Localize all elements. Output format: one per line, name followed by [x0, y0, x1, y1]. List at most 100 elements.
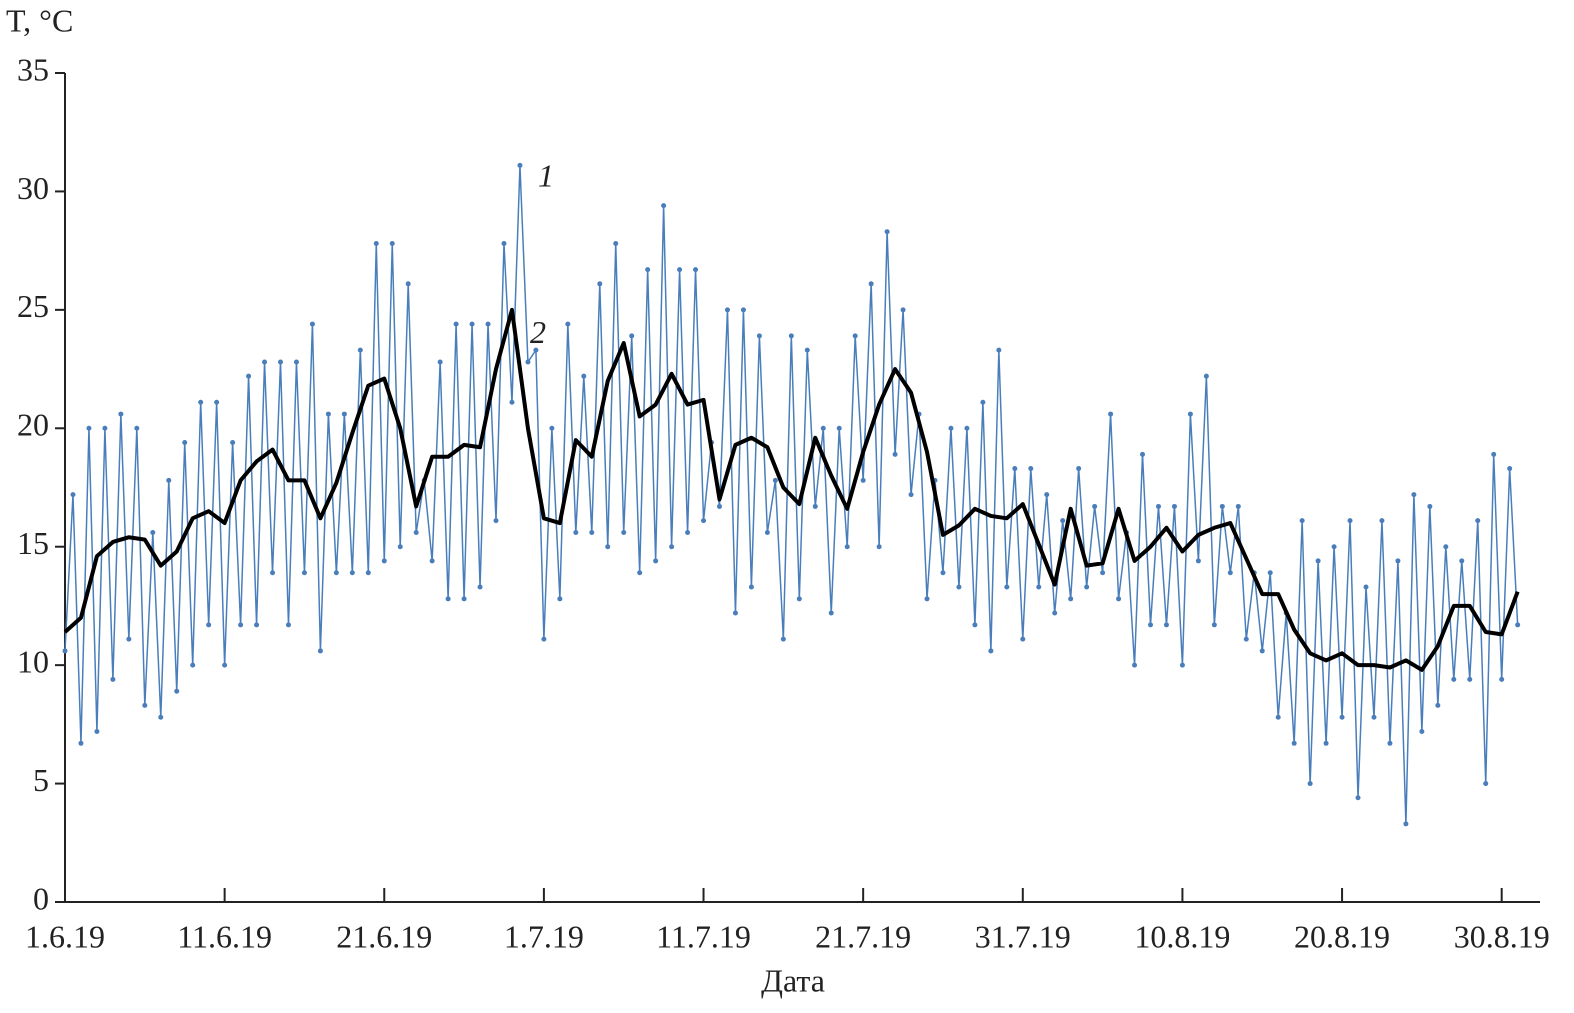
data-point	[1515, 622, 1521, 628]
data-point	[1347, 518, 1353, 524]
x-axis-label: Дата	[761, 962, 825, 998]
data-point	[1108, 411, 1114, 417]
data-point	[365, 570, 371, 576]
data-point	[166, 477, 172, 483]
data-point	[549, 425, 555, 431]
data-point	[724, 307, 730, 313]
data-point	[397, 544, 403, 550]
data-point	[1363, 584, 1369, 590]
data-point	[1483, 781, 1489, 787]
data-point	[661, 203, 667, 209]
data-point	[669, 544, 675, 550]
data-point	[102, 425, 108, 431]
data-point	[900, 307, 906, 313]
data-point	[525, 359, 531, 365]
data-point	[1459, 558, 1465, 564]
data-point	[1339, 714, 1345, 720]
data-point	[238, 622, 244, 628]
data-point	[1315, 558, 1321, 564]
data-point	[254, 622, 260, 628]
y-tick-label: 0	[33, 880, 49, 916]
data-point	[70, 492, 76, 498]
data-point	[1235, 503, 1241, 509]
data-point	[389, 241, 395, 247]
data-point	[150, 530, 156, 536]
data-point	[1219, 503, 1225, 509]
data-point	[285, 622, 291, 628]
data-point	[1323, 740, 1329, 746]
data-point	[613, 241, 619, 247]
data-point	[118, 411, 124, 417]
data-point	[573, 530, 579, 536]
data-point	[1187, 411, 1193, 417]
data-point	[884, 229, 890, 235]
data-point	[1275, 714, 1281, 720]
data-point	[325, 411, 331, 417]
y-tick-label: 25	[17, 288, 49, 324]
x-tick-label: 10.8.19	[1134, 918, 1230, 954]
data-point	[1155, 503, 1161, 509]
data-point	[988, 648, 994, 654]
data-point	[980, 399, 986, 405]
data-point	[1116, 596, 1122, 602]
data-point	[996, 347, 1002, 353]
data-point	[812, 503, 818, 509]
data-point	[1491, 451, 1497, 457]
data-point	[1267, 570, 1273, 576]
data-point	[317, 648, 323, 654]
data-point	[597, 281, 603, 287]
data-point	[1243, 636, 1249, 642]
data-point	[1331, 544, 1337, 550]
y-tick-label: 15	[17, 525, 49, 561]
data-point	[1052, 610, 1058, 616]
data-point	[134, 425, 140, 431]
data-point	[1387, 740, 1393, 746]
data-point	[844, 544, 850, 550]
data-point	[509, 399, 515, 405]
data-point	[1475, 518, 1481, 524]
data-point	[517, 162, 523, 168]
data-point	[309, 321, 315, 327]
data-point	[964, 425, 970, 431]
data-point	[828, 610, 834, 616]
data-point	[206, 622, 212, 628]
data-point	[222, 662, 228, 668]
data-point	[852, 333, 858, 339]
data-point	[868, 281, 874, 287]
data-point	[653, 558, 659, 564]
data-point	[748, 584, 754, 590]
data-point	[230, 439, 236, 445]
data-point	[756, 333, 762, 339]
y-axis-label: T, °C	[6, 2, 73, 38]
data-point	[605, 544, 611, 550]
data-point	[732, 610, 738, 616]
data-point	[820, 425, 826, 431]
data-point	[1012, 466, 1018, 472]
data-point	[533, 347, 539, 353]
data-point	[637, 570, 643, 576]
x-tick-label: 1.7.19	[504, 918, 584, 954]
data-point	[972, 622, 978, 628]
data-point	[429, 558, 435, 564]
data-point	[453, 321, 459, 327]
series-label: 1	[538, 158, 554, 194]
data-point	[1211, 622, 1217, 628]
data-point	[581, 373, 587, 379]
series-label: 2	[530, 314, 546, 350]
data-point	[693, 267, 699, 273]
data-point	[501, 241, 507, 247]
data-point	[1100, 570, 1106, 576]
data-point	[493, 518, 499, 524]
data-point	[373, 241, 379, 247]
data-point	[1507, 466, 1513, 472]
data-point	[1171, 503, 1177, 509]
data-point	[908, 492, 914, 498]
data-point	[126, 636, 132, 642]
data-point	[1411, 492, 1417, 498]
data-point	[1060, 518, 1066, 524]
x-tick-label: 21.7.19	[815, 918, 911, 954]
data-point	[788, 333, 794, 339]
data-point	[1020, 636, 1026, 642]
data-point	[1227, 570, 1233, 576]
series-line	[63, 307, 1520, 672]
